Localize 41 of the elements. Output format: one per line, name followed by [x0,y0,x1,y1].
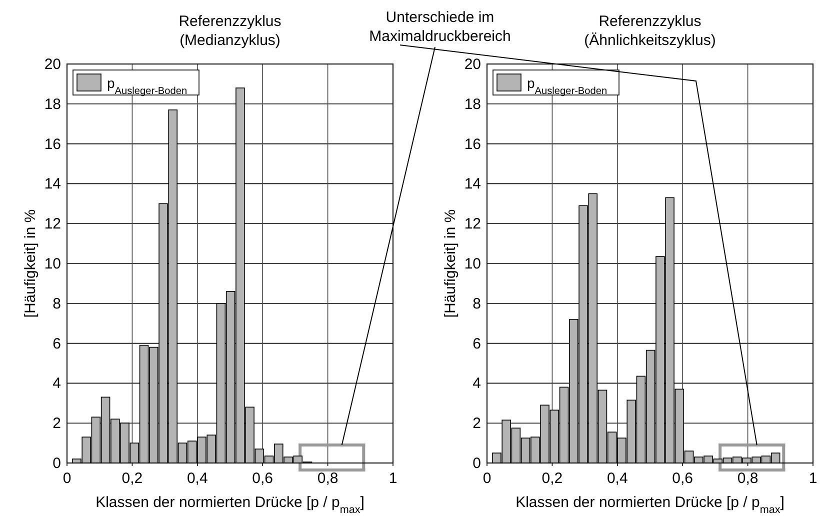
y-tick-label: 18 [464,96,481,113]
legend-label: p$_{Ausleger-Boden}$ [527,75,608,96]
y-tick-label: 20 [464,56,481,73]
x-tick-label: 1 [808,470,818,487]
y-tick-label: 6 [52,335,61,352]
chart-title: Referenzzyklus (Ähnlichkeitszyklus) [584,13,716,49]
y-tick-label: 6 [472,335,481,352]
x-tick-label: 1 [388,470,398,487]
y-tick-label: 20 [44,56,61,73]
y-tick-label: 14 [464,176,481,193]
y-tick-label: 12 [44,216,61,233]
y-tick-label: 14 [44,176,61,193]
y-tick-label: 8 [472,295,481,312]
y-tick-label: 2 [52,415,61,432]
legend-label: p$_{Ausleger-Boden}$ [107,75,188,96]
x-tick-label: 0,2 [542,470,563,487]
y-tick-label: 0 [52,455,61,472]
y-tick-label: 2 [472,415,481,432]
x-tick-label: 0,8 [317,470,338,487]
text: Unterschiede im Maximaldruckbereich [369,9,511,45]
x-tick-label: 0,4 [606,470,628,487]
y-tick-label: 10 [44,256,61,272]
x-tick-label: 0,6 [252,470,274,487]
y-axis-title: [Häufigkeit] in % [22,209,39,318]
y-tick-label: 18 [44,96,61,113]
x-axis-title: Klassen der normierten Drücke [p / p$_{max}$] [516,494,784,516]
y-tick-label: 16 [44,136,61,153]
x-tick-label: 0,8 [737,470,758,487]
y-tick-label: 4 [52,375,61,392]
y-tick-label: 16 [464,136,481,153]
y-tick-label: 8 [52,295,61,312]
x-tick-label: 0,6 [672,470,694,487]
x-axis-title: Klassen der normierten Drücke [p / p$_{max}$] [96,494,364,516]
y-tick-label: 10 [464,256,481,272]
chart-title: Referenzzyklus (Medianzyklus) [178,13,282,49]
y-axis-title: [Häufigkeit] in % [442,209,459,318]
x-tick-label: 0,2 [122,470,143,487]
y-tick-label: 4 [472,375,481,392]
x-tick-label: 0,4 [186,470,208,487]
y-tick-label: 0 [472,455,481,472]
y-tick-label: 12 [464,216,481,233]
